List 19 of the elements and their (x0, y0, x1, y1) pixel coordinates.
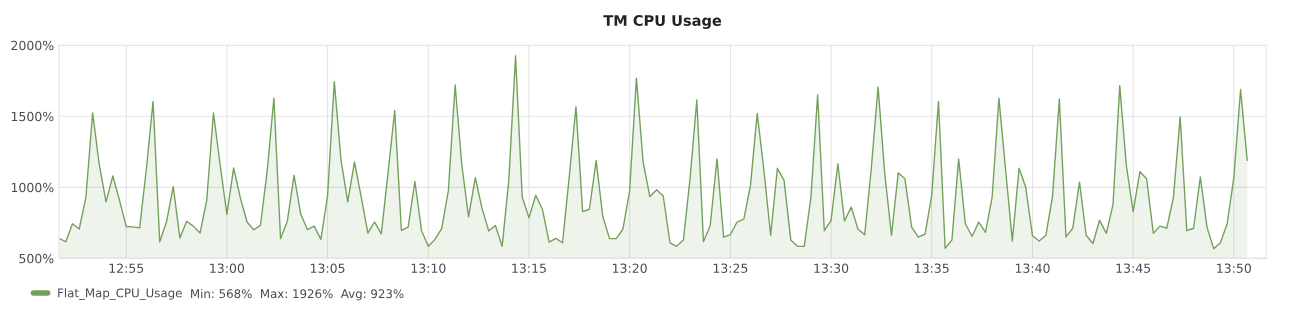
x-tick-label: 13:35 (915, 263, 949, 273)
x-tick-label: 13:45 (1116, 263, 1151, 273)
y-tick-label: 2000% (11, 40, 54, 51)
x-tick-label: 13:10 (411, 263, 446, 273)
y-tick-label: 1500% (11, 111, 54, 122)
x-tick-label: 13:15 (512, 263, 546, 273)
x-tick-label: 12:55 (109, 263, 144, 273)
x-tick-label: 13:00 (210, 263, 245, 273)
x-tick-label: 13:50 (1217, 263, 1251, 273)
y-tick-label: 1000% (11, 182, 54, 193)
chart-title: TM CPU Usage (603, 14, 722, 29)
y-tick-label: 500% (19, 253, 54, 264)
legend-label: Flat_Map_CPU_Usage (58, 288, 182, 300)
x-tick-label: 13:40 (1015, 263, 1050, 273)
x-tick-label: 13:25 (713, 263, 748, 273)
x-tick-label: 13:20 (612, 263, 647, 273)
text: Min: 568% Max: 1926% Avg: 923% (191, 289, 404, 301)
x-tick-label: 13:30 (814, 263, 849, 273)
x-tick-label: 13:05 (310, 263, 345, 273)
